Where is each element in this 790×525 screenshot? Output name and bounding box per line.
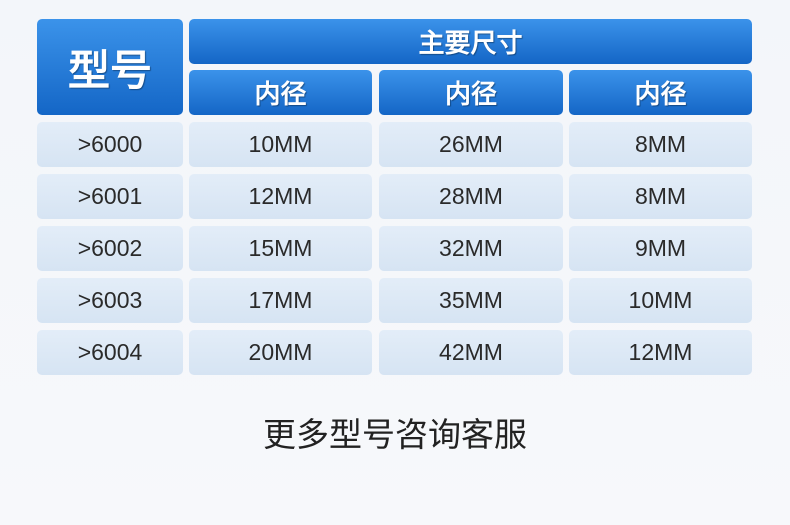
model-cell: >6004 bbox=[37, 330, 183, 375]
dimension-cell: 12MM bbox=[189, 174, 372, 219]
dimension-cell: 8MM bbox=[569, 122, 752, 167]
dimension-cell: 12MM bbox=[569, 330, 752, 375]
main-dimensions-header: 主要尺寸 bbox=[189, 19, 752, 64]
model-header: 型号 bbox=[37, 19, 183, 115]
dimension-cell: 17MM bbox=[189, 278, 372, 323]
dimension-cell: 28MM bbox=[379, 174, 563, 219]
dimension-cell: 32MM bbox=[379, 226, 563, 271]
dimension-cell: 10MM bbox=[189, 122, 372, 167]
dimension-cell: 9MM bbox=[569, 226, 752, 271]
dimension-cell: 8MM bbox=[569, 174, 752, 219]
dimension-cell: 42MM bbox=[379, 330, 563, 375]
column-header: 内径 bbox=[569, 70, 752, 115]
dimension-cell: 35MM bbox=[379, 278, 563, 323]
model-cell: >6002 bbox=[37, 226, 183, 271]
dimension-cell: 15MM bbox=[189, 226, 372, 271]
column-header: 内径 bbox=[189, 70, 372, 115]
column-header: 内径 bbox=[379, 70, 563, 115]
model-cell: >6000 bbox=[37, 122, 183, 167]
dimension-cell: 10MM bbox=[569, 278, 752, 323]
dimension-cell: 20MM bbox=[189, 330, 372, 375]
dimension-cell: 26MM bbox=[379, 122, 563, 167]
model-cell: >6003 bbox=[37, 278, 183, 323]
footer-note: 更多型号咨询客服 bbox=[263, 416, 527, 453]
model-cell: >6001 bbox=[37, 174, 183, 219]
